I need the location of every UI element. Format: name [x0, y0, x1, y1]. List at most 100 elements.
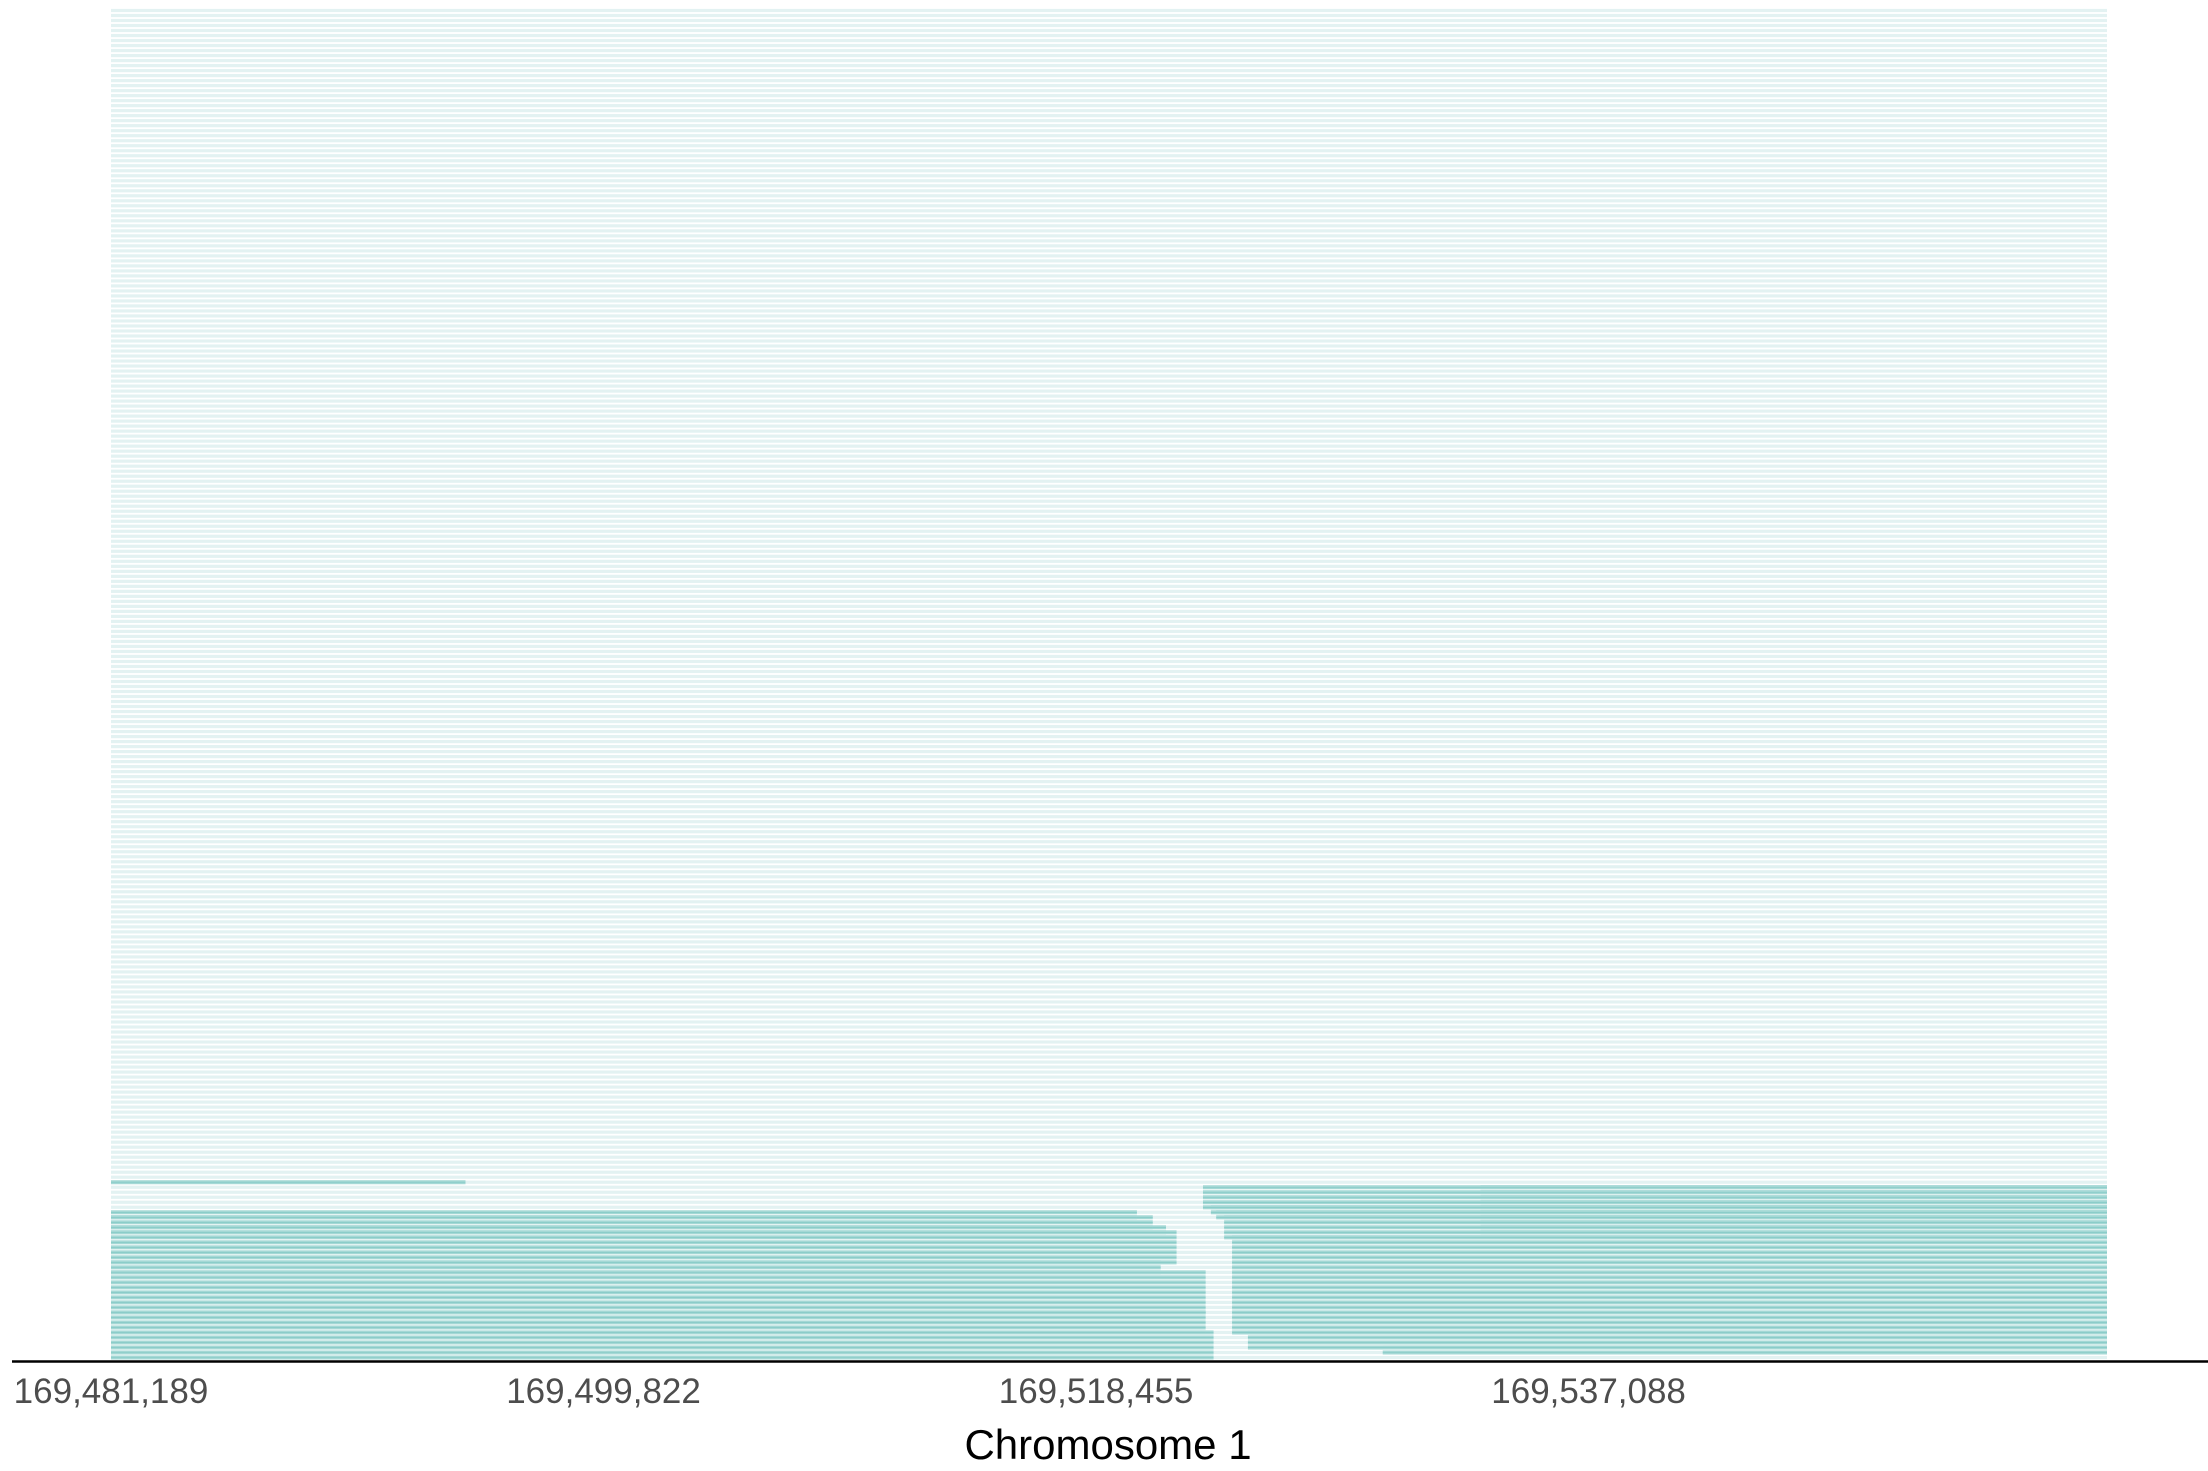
track-row	[111, 704, 2107, 709]
track-row	[111, 459, 2107, 463]
track-row	[111, 930, 2107, 934]
track-row	[111, 709, 2107, 714]
track-row	[111, 519, 2107, 523]
track-row	[111, 579, 2107, 583]
track-row	[111, 1190, 2107, 1194]
track-row	[111, 339, 2107, 343]
track-row	[111, 1105, 2107, 1109]
track-row	[111, 329, 2107, 333]
track-row	[111, 975, 2107, 979]
track-row	[111, 279, 2107, 283]
track-row	[111, 935, 2107, 939]
track-row	[111, 284, 2107, 288]
track-row	[111, 1000, 2107, 1004]
track-row	[111, 1200, 2107, 1204]
x-tick-label: 169,481,189	[14, 1372, 209, 1411]
track-row	[111, 48, 2107, 53]
track-row	[111, 870, 2107, 874]
track-row	[111, 1135, 2107, 1139]
track-row	[111, 204, 2107, 208]
track-row	[111, 489, 2107, 493]
track-row	[111, 469, 2107, 473]
track-row	[111, 775, 2107, 779]
track-row	[111, 299, 2107, 303]
track-row	[111, 619, 2107, 624]
track-row	[111, 394, 2107, 398]
track-row	[111, 790, 2107, 794]
track-row	[111, 424, 2107, 428]
track-row	[111, 940, 2107, 944]
track-row	[111, 965, 2107, 969]
track-row	[111, 1120, 2107, 1124]
track-row	[111, 810, 2107, 814]
track-row	[111, 1160, 2107, 1164]
track-row	[111, 38, 2107, 43]
track-row	[111, 129, 2107, 133]
track-row	[111, 13, 2107, 18]
track-row	[111, 73, 2107, 78]
track-row	[111, 33, 2107, 38]
track-row	[111, 314, 2107, 318]
track-row	[111, 624, 2107, 629]
track-row	[111, 404, 2107, 408]
track-row	[111, 825, 2107, 829]
track-row	[111, 224, 2107, 228]
track-row	[111, 309, 2107, 313]
track-row	[111, 409, 2107, 413]
track-row	[111, 925, 2107, 929]
track-row	[111, 1110, 2107, 1114]
track-row	[111, 89, 2107, 93]
track-row	[111, 1075, 2107, 1079]
track-row	[111, 1040, 2107, 1044]
track-row	[111, 1175, 2107, 1179]
track-row	[111, 354, 2107, 358]
track-row	[111, 349, 2107, 353]
track-row	[111, 244, 2107, 248]
track-row	[111, 1185, 2107, 1189]
track-row	[111, 860, 2107, 864]
track-row	[111, 1010, 2107, 1014]
track-row	[111, 1130, 2107, 1134]
track-row	[111, 274, 2107, 278]
track-row	[111, 885, 2107, 889]
track-row	[111, 639, 2107, 644]
track-row	[111, 109, 2107, 113]
track-row	[111, 599, 2107, 603]
track-row	[111, 980, 2107, 984]
track-row	[111, 419, 2107, 423]
x-axis-title: Chromosome 1	[964, 1421, 1251, 1468]
track-row	[111, 915, 2107, 919]
track-row	[111, 134, 2107, 138]
track-row	[111, 609, 2107, 613]
track-row	[111, 644, 2107, 649]
track-row	[111, 364, 2107, 368]
track-row	[111, 179, 2107, 183]
track-row	[111, 529, 2107, 533]
track-row	[111, 689, 2107, 694]
track-row	[111, 114, 2107, 118]
track-row	[111, 104, 2107, 108]
track-row	[111, 669, 2107, 674]
track-row	[111, 990, 2107, 994]
track-row	[111, 28, 2107, 33]
track-row	[111, 164, 2107, 168]
x-tick-label: 169,518,455	[999, 1372, 1194, 1411]
track-row	[111, 684, 2107, 689]
track-row	[111, 734, 2107, 739]
track-row	[111, 189, 2107, 193]
track-row	[111, 464, 2107, 468]
track-row	[111, 8, 2107, 13]
track-row	[111, 53, 2107, 58]
track-row	[111, 1100, 2107, 1104]
track-row	[111, 584, 2107, 588]
track-row	[111, 694, 2107, 699]
track-row	[111, 835, 2107, 839]
track-row	[111, 219, 2107, 223]
track-row	[111, 1020, 2107, 1024]
track-row	[111, 649, 2107, 654]
track-row	[111, 1170, 2107, 1174]
track-row	[111, 1070, 2107, 1074]
track-row	[111, 524, 2107, 528]
track-row	[111, 629, 2107, 634]
track-row	[111, 264, 2107, 268]
